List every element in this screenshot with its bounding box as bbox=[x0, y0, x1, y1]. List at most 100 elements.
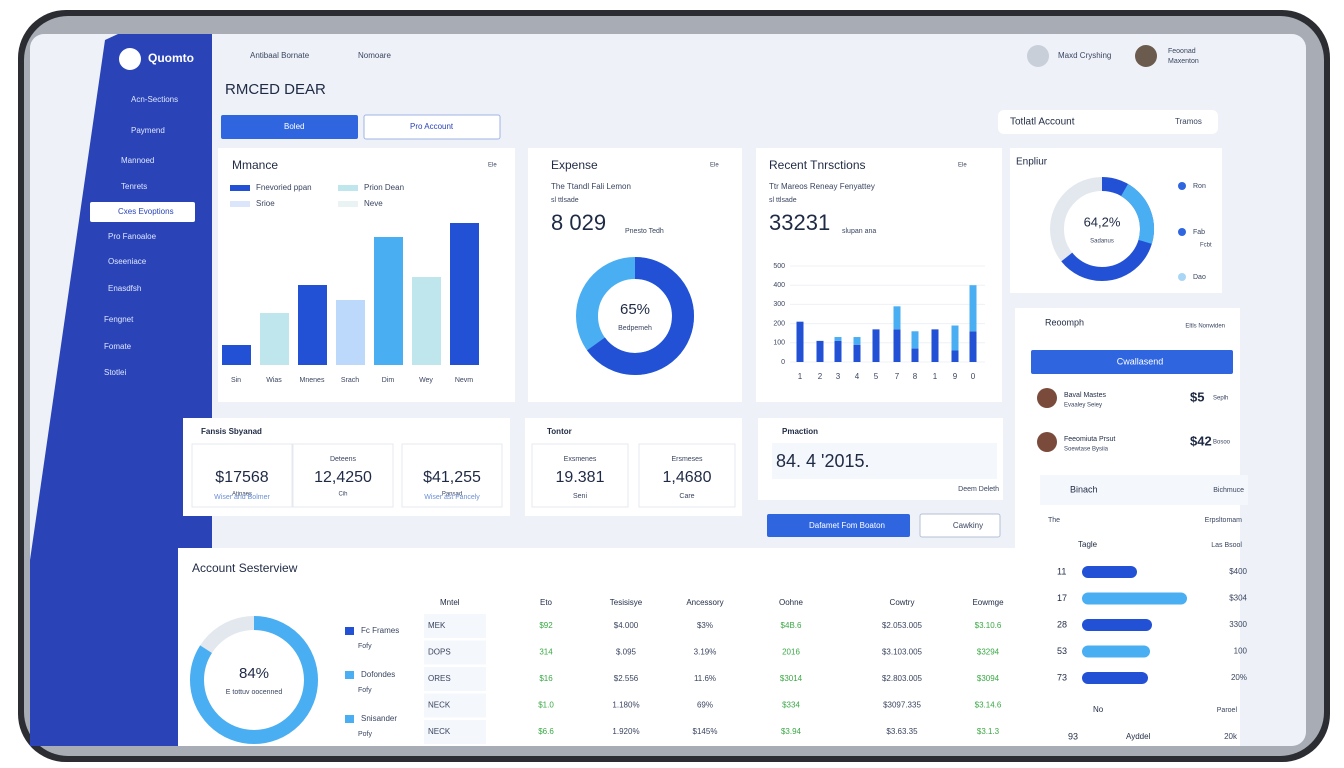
label: Wiser and Bolmer bbox=[214, 494, 270, 501]
stat-value: 1,4680 bbox=[663, 469, 712, 486]
table-cell: $3294 bbox=[977, 648, 1000, 657]
label: Ele bbox=[710, 163, 719, 169]
legend-swatch bbox=[338, 201, 358, 207]
nav-item: Enasdfsh bbox=[108, 284, 141, 293]
bar bbox=[1082, 619, 1152, 631]
stat-value: 12,4250 bbox=[314, 469, 372, 486]
legend-item: Ron bbox=[1193, 183, 1206, 190]
x-tick-label: 8 bbox=[913, 372, 918, 381]
table-cell: 11.6% bbox=[694, 674, 716, 683]
label: Totlatl Account bbox=[1010, 117, 1075, 128]
table-cell: $1.0 bbox=[538, 701, 554, 710]
bar bbox=[1082, 672, 1148, 684]
label: Deteens bbox=[330, 456, 357, 463]
label: Pansad bbox=[442, 492, 462, 498]
table-cell: $3.1.3 bbox=[977, 727, 1000, 736]
bar-segment bbox=[931, 329, 939, 362]
row-cell bbox=[424, 614, 486, 638]
table-cell: $3.94 bbox=[781, 727, 802, 736]
x-tick-label: 9 bbox=[953, 372, 958, 381]
label: Tramos bbox=[1175, 117, 1202, 126]
y-tick-label: 200 bbox=[773, 320, 785, 327]
button[interactable] bbox=[363, 114, 501, 140]
table-cell: $2.053.005 bbox=[882, 621, 923, 630]
nav-item: Pro Fanoaloe bbox=[108, 232, 157, 241]
table-cell: $16 bbox=[539, 674, 553, 683]
table-cell: $145% bbox=[693, 727, 718, 736]
legend-item: Srioe bbox=[256, 199, 275, 208]
stat-value: $17568 bbox=[215, 469, 268, 486]
table-cell: 314 bbox=[539, 648, 553, 657]
donut-value: 84% bbox=[239, 665, 269, 682]
label: Pofy bbox=[358, 731, 373, 738]
avatar bbox=[1037, 432, 1057, 452]
legend-item: Dofondes bbox=[361, 670, 395, 679]
button-label: Boled bbox=[284, 122, 304, 131]
y-tick-label: 400 bbox=[773, 282, 785, 289]
label: Fcbt bbox=[1200, 243, 1212, 249]
button-label: Pro Account bbox=[410, 122, 454, 131]
x-tick-label: 2 bbox=[818, 372, 823, 381]
sidebar-active bbox=[90, 202, 195, 222]
bar-segment bbox=[951, 350, 959, 362]
table-cell: $334 bbox=[782, 701, 800, 710]
column-header: Eto bbox=[540, 598, 553, 607]
bar bbox=[222, 345, 251, 365]
button[interactable] bbox=[767, 514, 910, 537]
logo bbox=[119, 48, 141, 70]
label: Ele bbox=[488, 163, 497, 169]
legend-dot bbox=[1178, 182, 1186, 190]
card bbox=[183, 418, 510, 516]
label: 73 bbox=[1057, 672, 1067, 682]
label: Maxenton bbox=[1168, 58, 1199, 65]
label: Fofy bbox=[358, 643, 372, 650]
bar-segment bbox=[911, 348, 919, 362]
user-name: Maxd Cryshing bbox=[1058, 51, 1111, 60]
button[interactable] bbox=[919, 513, 1001, 538]
label: Ttr Mareos Reneay Fenyattey bbox=[769, 182, 875, 191]
label: 20k bbox=[1224, 732, 1238, 741]
legend-swatch bbox=[230, 201, 250, 207]
table-cell: 3.19% bbox=[694, 648, 717, 657]
card bbox=[525, 418, 742, 516]
nav-item: Fengnet bbox=[104, 315, 134, 324]
x-tick-label: Sin bbox=[231, 377, 241, 384]
bar-segment bbox=[969, 285, 977, 332]
nav-item: Fomate bbox=[104, 342, 132, 351]
card-title: Tontor bbox=[547, 427, 572, 436]
label: 53 bbox=[1057, 646, 1067, 656]
bar bbox=[1082, 645, 1150, 658]
label: No bbox=[1093, 705, 1104, 714]
card-title: Recent Tnrsctions bbox=[769, 158, 866, 172]
table-cell: $3094 bbox=[977, 674, 1000, 683]
stat-value: 19.381 bbox=[556, 469, 605, 486]
bar bbox=[412, 277, 441, 365]
table-cell: $3.63.35 bbox=[886, 727, 918, 736]
table-cell: DOPS bbox=[428, 648, 451, 657]
button[interactable] bbox=[221, 115, 358, 139]
label: Pnesto Tedh bbox=[625, 228, 664, 235]
y-tick-label: 500 bbox=[773, 263, 785, 270]
bar-segment bbox=[872, 329, 880, 362]
label: $5 bbox=[1190, 389, 1204, 404]
label: Binach bbox=[1070, 484, 1098, 494]
table-cell: $2.803.005 bbox=[882, 674, 923, 683]
label: 20% bbox=[1231, 673, 1247, 682]
button[interactable] bbox=[1031, 350, 1233, 374]
bar-segment bbox=[853, 344, 861, 362]
label: The Ttandl Fali Lemon bbox=[551, 182, 631, 191]
bar-segment bbox=[834, 337, 842, 341]
row-cell bbox=[424, 667, 486, 691]
table-cell: 1.180% bbox=[612, 701, 639, 710]
bar bbox=[1082, 566, 1137, 578]
label: Sadanus bbox=[1090, 239, 1114, 245]
column-header: Ancessory bbox=[686, 598, 723, 607]
label: E tottuv oocenned bbox=[226, 689, 283, 696]
x-tick-label: 7 bbox=[895, 372, 900, 381]
table-cell: $.095 bbox=[616, 648, 637, 657]
table-cell: $4.000 bbox=[614, 621, 639, 630]
table-cell: $3.103.005 bbox=[882, 648, 923, 657]
label: 33231 bbox=[769, 210, 830, 235]
x-tick-label: 5 bbox=[874, 372, 879, 381]
label: 28 bbox=[1057, 619, 1067, 629]
